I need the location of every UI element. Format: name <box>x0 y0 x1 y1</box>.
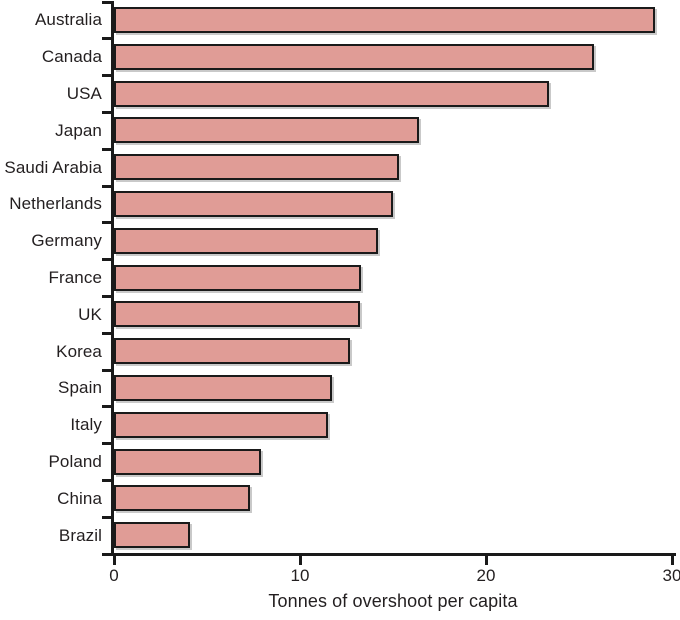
x-axis-tick <box>298 556 302 565</box>
x-axis-tick-label: 30 <box>662 566 680 585</box>
bar-row: USA <box>0 76 680 113</box>
bar-row: Saudi Arabia <box>0 149 680 186</box>
y-axis-tick <box>102 0 114 4</box>
y-axis-tick <box>102 478 114 482</box>
bar <box>114 43 594 70</box>
bar-row: France <box>0 260 680 297</box>
bar-row: Korea <box>0 333 680 370</box>
y-axis-tick <box>102 221 114 225</box>
category-label: Italy <box>70 415 102 435</box>
bar <box>114 522 191 549</box>
category-label: Japan <box>55 120 102 140</box>
bar-row: Japan <box>0 112 680 149</box>
y-axis-tick <box>102 147 114 151</box>
y-axis-tick <box>102 258 114 262</box>
category-label: Netherlands <box>9 194 102 214</box>
x-axis-tick <box>484 556 488 565</box>
bar <box>114 154 399 181</box>
bar <box>114 80 550 107</box>
bar-row: China <box>0 480 680 517</box>
bar <box>114 301 360 328</box>
bar <box>114 117 420 144</box>
category-label: Poland <box>48 451 102 471</box>
category-label: Spain <box>58 378 102 398</box>
bar-row: Brazil <box>0 517 680 554</box>
bar <box>114 411 328 438</box>
y-axis-tick <box>102 37 114 41</box>
bar-row: Canada <box>0 39 680 76</box>
bar <box>114 7 656 33</box>
y-axis-tick <box>102 405 114 409</box>
category-label: Australia <box>34 10 102 30</box>
x-axis-title: Tonnes of overshoot per capita <box>268 591 518 611</box>
bar <box>114 338 351 365</box>
bar-row: Netherlands <box>0 186 680 223</box>
bar-row: Australia <box>0 2 680 39</box>
category-label: Canada <box>41 47 102 67</box>
category-label: USA <box>66 83 102 103</box>
x-axis-tick-label: 0 <box>109 566 119 585</box>
y-axis-tick <box>102 294 114 298</box>
category-label: Brazil <box>58 525 102 545</box>
bar <box>114 448 261 475</box>
category-label: Korea <box>56 341 102 361</box>
x-axis-tick <box>112 556 116 565</box>
bar <box>114 227 379 254</box>
x-axis-tick-label: 20 <box>476 566 496 585</box>
category-label: Saudi Arabia <box>4 157 102 177</box>
x-axis-tick-label: 10 <box>290 566 310 585</box>
bar <box>114 485 250 512</box>
y-axis-tick <box>102 515 114 519</box>
y-axis-tick <box>102 442 114 446</box>
x-axis-line <box>102 553 676 556</box>
category-label: France <box>48 267 102 287</box>
y-axis-tick <box>102 368 114 372</box>
bar-row: Italy <box>0 407 680 444</box>
y-axis-tick <box>102 110 114 114</box>
bar-row: UK <box>0 296 680 333</box>
bar-row: Germany <box>0 223 680 260</box>
bar <box>114 264 362 291</box>
x-axis-tick <box>670 556 674 565</box>
category-label: UK <box>78 304 102 324</box>
bar-row: Spain <box>0 370 680 407</box>
bar <box>114 190 393 217</box>
y-axis-line <box>111 2 114 555</box>
category-label: China <box>57 488 102 508</box>
category-label: Germany <box>31 231 102 251</box>
y-axis-tick <box>102 74 114 78</box>
y-axis-tick <box>102 331 114 335</box>
bar-row: Poland <box>0 444 680 481</box>
plot-area: Australia Canada USA Japan Saudi Arabia … <box>0 2 680 554</box>
y-axis-tick <box>102 184 114 188</box>
bar <box>114 374 332 401</box>
